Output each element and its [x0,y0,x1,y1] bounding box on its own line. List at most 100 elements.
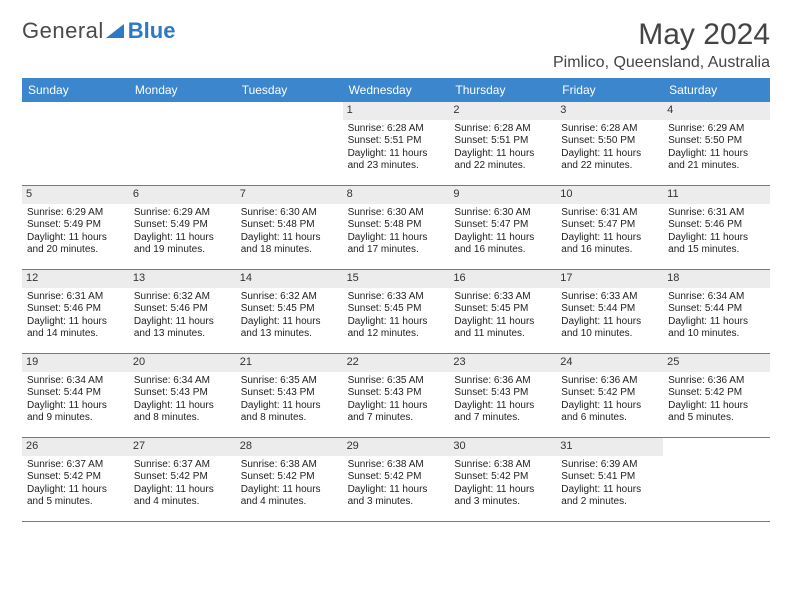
calendar-cell: 4Sunrise: 6:29 AMSunset: 5:50 PMDaylight… [663,102,770,186]
d1-text: Daylight: 11 hours [27,232,124,245]
d2-text: and 6 minutes. [561,412,658,425]
sunset-text: Sunset: 5:45 PM [348,303,445,316]
d2-text: and 3 minutes. [348,496,445,509]
day-number: 16 [449,270,556,288]
day-number: 21 [236,354,343,372]
sunrise-text: Sunrise: 6:38 AM [454,459,551,472]
location-text: Pimlico, Queensland, Australia [553,54,770,72]
calendar-cell: 11Sunrise: 6:31 AMSunset: 5:46 PMDayligh… [663,186,770,270]
day-number: 26 [22,438,129,456]
d1-text: Daylight: 11 hours [454,400,551,413]
sunrise-text: Sunrise: 6:28 AM [454,123,551,136]
d2-text: and 10 minutes. [668,328,765,341]
calendar-cell: 25Sunrise: 6:36 AMSunset: 5:42 PMDayligh… [663,354,770,438]
day-number: 7 [236,186,343,204]
calendar-cell-empty [663,438,770,522]
sunrise-text: Sunrise: 6:39 AM [561,459,658,472]
calendar-cell: 29Sunrise: 6:38 AMSunset: 5:42 PMDayligh… [343,438,450,522]
d2-text: and 22 minutes. [454,160,551,173]
sunrise-text: Sunrise: 6:30 AM [348,207,445,220]
sunrise-text: Sunrise: 6:29 AM [134,207,231,220]
sunset-text: Sunset: 5:42 PM [454,471,551,484]
sunrise-text: Sunrise: 6:37 AM [27,459,124,472]
d1-text: Daylight: 11 hours [668,316,765,329]
day-header: Wednesday [343,78,450,102]
d2-text: and 15 minutes. [668,244,765,257]
sunset-text: Sunset: 5:42 PM [27,471,124,484]
calendar-cell: 18Sunrise: 6:34 AMSunset: 5:44 PMDayligh… [663,270,770,354]
sunrise-text: Sunrise: 6:29 AM [27,207,124,220]
sunrise-text: Sunrise: 6:33 AM [454,291,551,304]
day-number: 5 [22,186,129,204]
calendar-cell: 1 Sunrise: 6:28 AMSunset: 5:51 PMDaylight… [343,102,450,186]
sunrise-text: Sunrise: 6:29 AM [668,123,765,136]
calendar-cell-empty [22,102,129,186]
calendar-cell: 30Sunrise: 6:38 AMSunset: 5:42 PMDayligh… [449,438,556,522]
d2-text: and 18 minutes. [241,244,338,257]
day-number: 25 [663,354,770,372]
d1-text: Daylight: 11 hours [348,148,445,161]
d1-text: Daylight: 11 hours [27,400,124,413]
calendar-cell: 24Sunrise: 6:36 AMSunset: 5:42 PMDayligh… [556,354,663,438]
d1-text: Daylight: 11 hours [668,400,765,413]
sunset-text: Sunset: 5:44 PM [27,387,124,400]
d1-text: Daylight: 11 hours [27,316,124,329]
sunset-text: Sunset: 5:50 PM [668,135,765,148]
sunset-text: Sunset: 5:49 PM [27,219,124,232]
day-header: Saturday [663,78,770,102]
sunset-text: Sunset: 5:51 PM [348,135,445,148]
d2-text: and 4 minutes. [241,496,338,509]
sunset-text: Sunset: 5:45 PM [454,303,551,316]
d2-text: and 8 minutes. [241,412,338,425]
calendar-cell: 10Sunrise: 6:31 AMSunset: 5:47 PMDayligh… [556,186,663,270]
calendar-cell: 19Sunrise: 6:34 AMSunset: 5:44 PMDayligh… [22,354,129,438]
d1-text: Daylight: 11 hours [134,316,231,329]
d1-text: Daylight: 11 hours [241,484,338,497]
sunset-text: Sunset: 5:44 PM [668,303,765,316]
calendar-cell: 12 Sunrise: 6:31 AMSunset: 5:46 PMDayligh… [22,270,129,354]
day-header: Thursday [449,78,556,102]
sunrise-text: Sunrise: 6:34 AM [27,375,124,388]
day-number: 1 [343,102,450,120]
sunrise-text: Sunrise: 6:32 AM [241,291,338,304]
d1-text: Daylight: 11 hours [134,400,231,413]
month-title: May 2024 [553,18,770,52]
d1-text: Daylight: 11 hours [668,232,765,245]
d1-text: Daylight: 11 hours [561,400,658,413]
calendar-cell: 22Sunrise: 6:35 AMSunset: 5:43 PMDayligh… [343,354,450,438]
d2-text: and 12 minutes. [348,328,445,341]
calendar-cell: 31Sunrise: 6:39 AMSunset: 5:41 PMDayligh… [556,438,663,522]
d2-text: and 9 minutes. [27,412,124,425]
sunset-text: Sunset: 5:45 PM [241,303,338,316]
logo-text-blue: Blue [128,18,176,44]
day-number: 4 [663,102,770,120]
d2-text: and 8 minutes. [134,412,231,425]
d1-text: Daylight: 11 hours [241,316,338,329]
sunrise-text: Sunrise: 6:37 AM [134,459,231,472]
calendar-cell: 7Sunrise: 6:30 AMSunset: 5:48 PMDaylight… [236,186,343,270]
day-number: 2 [449,102,556,120]
d1-text: Daylight: 11 hours [134,484,231,497]
sunrise-text: Sunrise: 6:32 AM [134,291,231,304]
day-number: 14 [236,270,343,288]
sunset-text: Sunset: 5:42 PM [668,387,765,400]
calendar-cell: 2Sunrise: 6:28 AMSunset: 5:51 PMDaylight… [449,102,556,186]
d2-text: and 3 minutes. [454,496,551,509]
sunrise-text: Sunrise: 6:31 AM [27,291,124,304]
sunrise-text: Sunrise: 6:38 AM [241,459,338,472]
sunrise-text: Sunrise: 6:28 AM [348,123,445,136]
calendar-cell: 28Sunrise: 6:38 AMSunset: 5:42 PMDayligh… [236,438,343,522]
d1-text: Daylight: 11 hours [454,148,551,161]
sunrise-text: Sunrise: 6:38 AM [348,459,445,472]
day-number: 12 [22,270,129,288]
logo: General Blue [22,18,175,44]
calendar-cell: 5 Sunrise: 6:29 AMSunset: 5:49 PMDaylight… [22,186,129,270]
calendar-cell: 6Sunrise: 6:29 AMSunset: 5:49 PMDaylight… [129,186,236,270]
d1-text: Daylight: 11 hours [27,484,124,497]
sunset-text: Sunset: 5:47 PM [561,219,658,232]
day-number: 28 [236,438,343,456]
sunset-text: Sunset: 5:44 PM [561,303,658,316]
calendar-cell: 14 Sunrise: 6:32 AMSunset: 5:45 PMDayligh… [236,270,343,354]
day-number: 29 [343,438,450,456]
sunset-text: Sunset: 5:46 PM [27,303,124,316]
